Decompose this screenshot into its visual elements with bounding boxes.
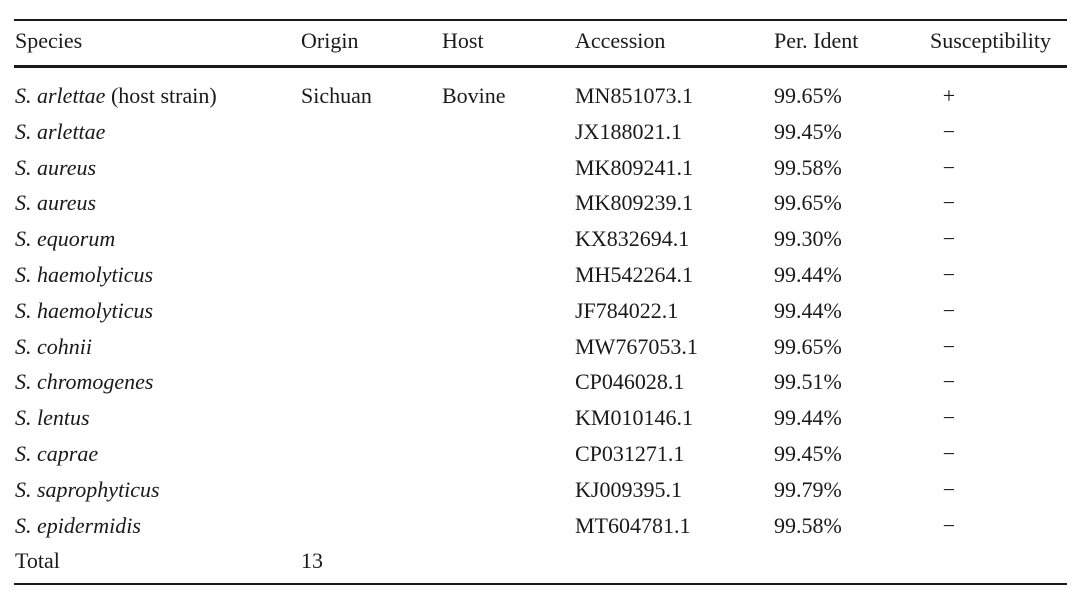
total-value: 13 xyxy=(301,548,323,574)
cell-species: S. cohnii xyxy=(15,329,92,365)
cell-per-ident: 99.45% xyxy=(774,118,842,144)
total-label: Total xyxy=(15,548,60,574)
cell-susceptibility: − xyxy=(942,476,956,502)
cell-susceptibility: − xyxy=(942,262,956,287)
species-name: S. aureus xyxy=(15,190,97,216)
cell-accession: MN851073.1 xyxy=(575,83,693,108)
cell-susceptibility: − xyxy=(942,405,956,431)
table-row: S. epidermidis MT604781.1 99.58% − xyxy=(0,508,1080,544)
cell-species: S. saprophyticus xyxy=(15,472,160,508)
table-bottom-rule xyxy=(14,583,1067,585)
header-origin: Origin xyxy=(301,28,359,53)
species-name: S. caprae xyxy=(15,441,99,466)
cell-susceptibility: − xyxy=(942,369,956,395)
cell-per-ident: 99.45% xyxy=(774,441,842,466)
table-row: S. arlettae JX188021.1 99.45% − xyxy=(0,114,1080,150)
table-row: S. haemolyticus MH542264.1 99.44% − xyxy=(0,257,1080,293)
species-name: S. epidermidis xyxy=(15,512,141,538)
cell-per-ident: 99.65% xyxy=(774,333,842,359)
cell-origin: Sichuan xyxy=(301,83,372,108)
cell-accession: CP046028.1 xyxy=(575,369,685,395)
table-header-rule xyxy=(14,65,1067,68)
cell-species: S. arlettae (host strain) xyxy=(15,78,217,114)
species-name: S. haemolyticus xyxy=(15,297,154,323)
cell-per-ident: 99.58% xyxy=(774,154,842,180)
species-name: S. equorum xyxy=(15,226,116,252)
cell-species: S. equorum xyxy=(15,221,115,257)
cell-species: S. aureus xyxy=(15,185,96,221)
cell-species: S. epidermidis xyxy=(15,508,141,544)
cell-accession: KX832694.1 xyxy=(575,226,690,252)
cell-accession: JX188021.1 xyxy=(575,118,682,144)
cell-per-ident: 99.51% xyxy=(774,369,842,395)
table-top-rule xyxy=(14,19,1067,21)
cell-species: S. haemolyticus xyxy=(15,257,153,293)
cell-accession: MK809239.1 xyxy=(575,190,693,216)
table-row: S. saprophyticus KJ009395.1 99.79% − xyxy=(0,472,1080,508)
cell-susceptibility: − xyxy=(942,441,956,466)
cell-accession: KM010146.1 xyxy=(575,405,693,431)
cell-species: S. lentus xyxy=(15,400,90,436)
cell-host: Bovine xyxy=(442,83,506,108)
table-row: S. cohnii MW767053.1 99.65% − xyxy=(0,329,1080,365)
cell-species: S. chromogenes xyxy=(15,364,154,400)
species-name: S. lentus xyxy=(15,405,90,431)
cell-susceptibility: − xyxy=(942,226,956,252)
cell-accession: JF784022.1 xyxy=(575,297,679,323)
table-row: S. arlettae (host strain) Sichuan Bovine MN… xyxy=(0,78,1080,114)
table-row: S. equorum KX832694.1 99.30% − xyxy=(0,221,1080,257)
table-total-row: Total 13 xyxy=(0,543,1080,579)
cell-per-ident: 99.44% xyxy=(774,297,842,323)
cell-per-ident: 99.65% xyxy=(774,83,842,108)
cell-susceptibility: − xyxy=(942,190,956,216)
table-header-row: Species Origin Host Accession Per. Ident… xyxy=(0,23,1080,59)
cell-species: S. caprae xyxy=(15,436,98,472)
species-name: S. saprophyticus xyxy=(15,476,160,502)
table-row: S. lentus KM010146.1 99.44% − xyxy=(0,400,1080,436)
species-name: S. haemolyticus xyxy=(15,262,154,287)
header-per-ident: Per. Ident xyxy=(774,28,859,53)
cell-per-ident: 99.79% xyxy=(774,476,842,502)
cell-species: S. haemolyticus xyxy=(15,293,153,329)
cell-per-ident: 99.58% xyxy=(774,512,842,538)
species-name: S. cohnii xyxy=(15,333,92,359)
cell-per-ident: 99.44% xyxy=(774,262,842,287)
cell-per-ident: 99.65% xyxy=(774,190,842,216)
header-species: Species xyxy=(15,28,83,53)
cell-species: S. aureus xyxy=(15,150,96,186)
cell-accession: MH542264.1 xyxy=(575,262,693,287)
cell-susceptibility: + xyxy=(942,83,956,108)
cell-species: S. arlettae xyxy=(15,114,105,150)
table-row: S. aureus MK809239.1 99.65% − xyxy=(0,185,1080,221)
table-row: S. haemolyticus JF784022.1 99.44% − xyxy=(0,293,1080,329)
cell-susceptibility: − xyxy=(942,297,956,323)
species-name: S. aureus xyxy=(15,154,97,180)
header-host: Host xyxy=(442,28,484,53)
table-row: S. caprae CP031271.1 99.45% − xyxy=(0,436,1080,472)
species-note: (host strain) xyxy=(105,83,217,108)
species-name: S. chromogenes xyxy=(15,369,154,395)
cell-per-ident: 99.30% xyxy=(774,226,842,252)
cell-susceptibility: − xyxy=(942,118,956,144)
cell-accession: MT604781.1 xyxy=(575,512,691,538)
cell-per-ident: 99.44% xyxy=(774,405,842,431)
cell-accession: KJ009395.1 xyxy=(575,476,682,502)
header-accession: Accession xyxy=(575,28,666,53)
header-susceptibility: Susceptibility xyxy=(930,28,1051,53)
table-row: S. chromogenes CP046028.1 99.51% − xyxy=(0,364,1080,400)
species-name: S. arlettae xyxy=(15,118,106,144)
cell-susceptibility: − xyxy=(942,154,956,180)
species-name: S. arlettae xyxy=(15,83,106,108)
cell-accession: MW767053.1 xyxy=(575,333,698,359)
cell-accession: CP031271.1 xyxy=(575,441,685,466)
cell-susceptibility: − xyxy=(942,512,956,538)
table-row: S. aureus MK809241.1 99.58% − xyxy=(0,150,1080,186)
cell-susceptibility: − xyxy=(942,333,956,359)
cell-accession: MK809241.1 xyxy=(575,154,693,180)
